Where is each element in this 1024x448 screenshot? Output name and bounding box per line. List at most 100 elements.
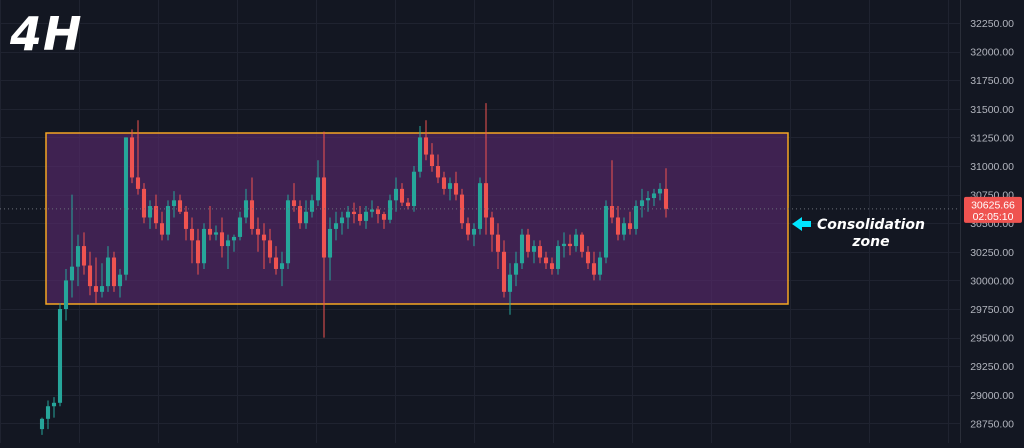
candle-body bbox=[285, 200, 291, 264]
candle-body bbox=[597, 257, 603, 275]
candle-body bbox=[657, 188, 663, 194]
y-tick-label: 31000.00 bbox=[970, 161, 1014, 173]
candle-body bbox=[387, 200, 393, 220]
y-tick-label: 32000.00 bbox=[970, 47, 1014, 59]
candle-body bbox=[579, 234, 585, 252]
candle-body bbox=[261, 234, 267, 241]
candle-body bbox=[555, 246, 561, 269]
candle-body bbox=[99, 286, 105, 292]
candle-body bbox=[393, 188, 399, 201]
candle-body bbox=[501, 251, 507, 292]
candle-body bbox=[237, 217, 243, 237]
candle-body bbox=[585, 251, 591, 264]
y-tick-label: 29750.00 bbox=[970, 304, 1014, 316]
candle-body bbox=[69, 266, 75, 281]
candle-body bbox=[615, 217, 621, 235]
y-tick-label: 29250.00 bbox=[970, 361, 1014, 373]
candle-body bbox=[651, 193, 657, 199]
candle-body bbox=[609, 206, 615, 218]
candle-body bbox=[417, 137, 423, 172]
candle-body bbox=[489, 217, 495, 235]
annotation-line1: Consolidation bbox=[817, 217, 925, 233]
candle-body bbox=[249, 200, 255, 229]
candle-body bbox=[507, 274, 513, 292]
candle-body bbox=[621, 223, 627, 235]
candle-body bbox=[339, 217, 345, 224]
y-tick-label: 29500.00 bbox=[970, 333, 1014, 345]
candle-body bbox=[195, 240, 201, 264]
candle-body bbox=[225, 240, 231, 247]
candle-body bbox=[231, 236, 237, 241]
candle-body bbox=[129, 137, 135, 178]
candle-body bbox=[465, 223, 471, 235]
candle-body bbox=[183, 211, 189, 229]
candle-body bbox=[57, 309, 63, 403]
candle-body bbox=[405, 202, 411, 207]
candle-body bbox=[81, 246, 87, 266]
candle-body bbox=[177, 200, 183, 212]
candle-body bbox=[273, 257, 279, 269]
candle-body bbox=[243, 200, 249, 218]
y-tick-label: 32250.00 bbox=[970, 18, 1014, 30]
candle-body bbox=[315, 177, 321, 201]
candle-body bbox=[345, 211, 351, 218]
candle-body bbox=[165, 206, 171, 235]
arrow-left-icon bbox=[792, 217, 811, 231]
candle-body bbox=[399, 188, 405, 203]
candle-body bbox=[381, 214, 387, 220]
candle-body bbox=[531, 246, 537, 252]
candle-body bbox=[447, 183, 453, 189]
candle-body bbox=[567, 243, 573, 247]
candle-body bbox=[303, 211, 309, 224]
candle-body bbox=[147, 206, 153, 218]
candle-body bbox=[663, 188, 669, 209]
candle-body bbox=[549, 263, 555, 269]
candle-body bbox=[519, 234, 525, 264]
candle-body bbox=[291, 200, 297, 207]
current-price-tag bbox=[964, 196, 1022, 223]
candle-body bbox=[87, 265, 93, 287]
annotation-line2: zone bbox=[851, 234, 889, 250]
candle-body bbox=[429, 154, 435, 166]
candle-body bbox=[201, 228, 207, 264]
candle-body bbox=[459, 194, 465, 224]
current-price-value: 30625.66 bbox=[971, 199, 1015, 211]
candle-body bbox=[321, 177, 327, 258]
candle-body bbox=[495, 234, 501, 252]
candle-body bbox=[435, 166, 441, 178]
candle-body bbox=[279, 263, 285, 269]
candle-body bbox=[213, 232, 219, 235]
candle-body bbox=[255, 228, 261, 235]
y-tick-label: 31500.00 bbox=[970, 104, 1014, 116]
candle-body bbox=[141, 188, 147, 218]
y-tick-label: 31750.00 bbox=[970, 75, 1014, 87]
candle-body bbox=[159, 223, 165, 235]
candle-countdown: 02:05:10 bbox=[973, 211, 1014, 223]
timeframe-label: 4H bbox=[10, 7, 83, 61]
candle-body bbox=[477, 183, 483, 229]
candle-body bbox=[117, 274, 123, 287]
candle-body bbox=[471, 228, 477, 235]
candle-body bbox=[189, 228, 195, 241]
candle-body bbox=[219, 232, 225, 247]
candle-body bbox=[369, 209, 375, 212]
candles bbox=[0, 103, 960, 435]
candle-body bbox=[573, 234, 579, 247]
candle-body bbox=[75, 246, 81, 267]
y-tick-label: 31250.00 bbox=[970, 132, 1014, 144]
candle-body bbox=[267, 240, 273, 258]
candle-body bbox=[327, 228, 333, 258]
y-tick-label: 28750.00 bbox=[970, 418, 1014, 430]
candle-body bbox=[153, 206, 159, 224]
candle-body bbox=[333, 223, 339, 229]
candle-body bbox=[135, 177, 141, 189]
price-axis[interactable]: 32250.00 32000.00 31750.00 31500.00 31250.00… bbox=[960, 0, 1023, 443]
candle-body bbox=[171, 200, 177, 207]
candle-body bbox=[543, 257, 549, 264]
candle-body bbox=[297, 206, 303, 224]
candle-body bbox=[51, 402, 57, 407]
candle-body bbox=[561, 243, 567, 247]
candle-body bbox=[363, 211, 369, 221]
